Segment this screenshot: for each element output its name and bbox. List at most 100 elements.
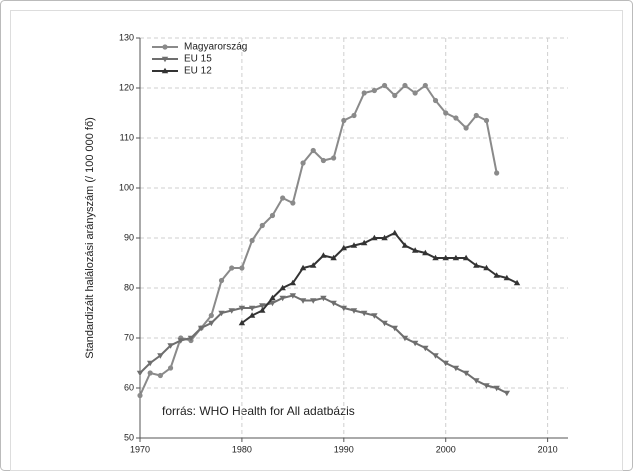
marker — [473, 112, 479, 119]
marker — [432, 97, 439, 104]
marker — [290, 200, 296, 206]
marker — [483, 383, 490, 389]
marker — [259, 307, 266, 313]
marker — [248, 312, 256, 318]
marker — [320, 295, 327, 302]
y-tick-label: 90 — [124, 232, 134, 242]
marker — [341, 117, 347, 124]
marker — [279, 295, 286, 302]
y-tick-label: 60 — [124, 382, 134, 392]
x-tick-label: 1980 — [232, 444, 252, 454]
y-tick-label: 50 — [124, 432, 134, 442]
x-tick-label: 2010 — [538, 444, 558, 454]
marker — [513, 279, 521, 286]
x-tick-label: 1990 — [334, 444, 354, 454]
marker — [310, 298, 317, 304]
marker — [473, 378, 480, 384]
marker — [137, 392, 143, 399]
marker — [392, 92, 398, 99]
marker — [402, 82, 408, 89]
marker — [493, 272, 500, 278]
marker — [310, 147, 316, 154]
marker — [442, 360, 449, 367]
marker — [503, 390, 511, 397]
marker — [331, 155, 337, 161]
marker — [411, 340, 419, 347]
marker — [340, 244, 348, 251]
marker — [360, 239, 368, 246]
marker — [381, 234, 388, 241]
line — [241, 231, 518, 324]
marker — [269, 212, 276, 219]
y-tick-label: 100 — [119, 182, 134, 192]
marker — [197, 325, 205, 332]
marker — [239, 265, 245, 271]
marker — [248, 305, 256, 312]
legend-label: EU 12 — [184, 66, 212, 77]
marker — [167, 343, 174, 349]
marker — [249, 237, 255, 244]
y-tick-label: 110 — [120, 132, 134, 142]
marker — [228, 308, 235, 314]
legend-marker — [161, 67, 169, 74]
marker — [269, 300, 276, 307]
marker — [280, 195, 286, 201]
marker — [360, 310, 368, 317]
marker — [381, 82, 388, 89]
marker — [463, 125, 469, 131]
y-tick-label: 80 — [124, 282, 134, 292]
marker — [411, 247, 419, 253]
marker — [432, 254, 439, 261]
marker — [361, 90, 367, 96]
marker — [371, 313, 378, 319]
marker — [412, 90, 418, 96]
x-tick-label: 2000 — [436, 444, 456, 454]
marker — [259, 222, 265, 229]
marker — [401, 242, 409, 248]
marker — [350, 242, 358, 248]
marker — [167, 365, 174, 371]
marker — [381, 320, 388, 327]
marker — [442, 254, 449, 261]
marker — [157, 353, 164, 359]
marker — [300, 160, 306, 166]
legend-marker — [162, 44, 168, 50]
marker — [452, 254, 460, 261]
marker — [289, 293, 297, 299]
marker — [391, 325, 398, 332]
marker — [483, 117, 490, 124]
marker — [269, 294, 276, 301]
marker — [320, 252, 327, 258]
marker — [351, 112, 357, 119]
marker — [462, 370, 470, 377]
marker — [177, 338, 184, 344]
marker — [187, 335, 195, 342]
marker — [147, 370, 153, 376]
marker — [299, 298, 307, 304]
inner-frame — [10, 10, 623, 471]
marker — [279, 284, 286, 291]
x-tick-label: 1970 — [130, 444, 150, 454]
marker — [401, 335, 409, 342]
marker — [218, 277, 225, 284]
marker — [157, 372, 163, 379]
marker — [238, 305, 246, 312]
marker — [310, 262, 317, 268]
marker — [503, 274, 511, 281]
marker — [483, 264, 490, 271]
y-tick-label: 70 — [124, 332, 134, 342]
marker — [289, 279, 297, 286]
y-tick-label: 120 — [119, 82, 134, 92]
marker — [340, 305, 348, 312]
marker — [208, 320, 215, 327]
marker — [136, 370, 144, 377]
marker — [218, 310, 225, 317]
marker — [371, 87, 377, 94]
marker — [493, 385, 500, 392]
marker — [146, 360, 154, 367]
marker — [299, 264, 307, 271]
marker — [422, 249, 429, 256]
marker — [453, 115, 459, 121]
y-tick-label: 130 — [119, 32, 134, 42]
